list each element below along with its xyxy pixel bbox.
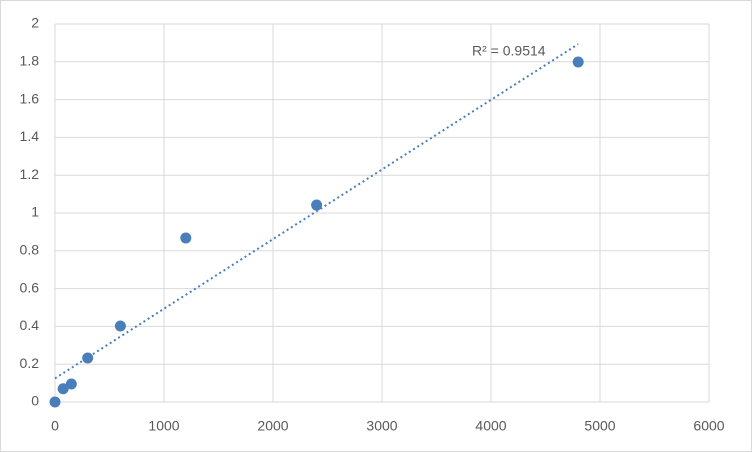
point <box>180 232 192 244</box>
x-tick-label: 5000 <box>584 418 615 434</box>
y-tick-label: 1.8 <box>20 53 40 69</box>
y-tick-label: 1.2 <box>20 166 40 182</box>
y-tick-label: 0.4 <box>20 317 40 333</box>
y-tick-label: 1 <box>31 204 39 220</box>
x-tick-label: 2000 <box>257 418 288 434</box>
point <box>49 396 61 408</box>
y-tick-label: 1.4 <box>20 128 40 144</box>
y-tick-label: 0.6 <box>20 279 40 295</box>
point <box>572 56 584 68</box>
x-tick-label: 4000 <box>475 418 506 434</box>
point <box>65 378 77 390</box>
point <box>114 320 126 332</box>
y-tick-label: 1.6 <box>20 90 40 106</box>
x-tick-label: 1000 <box>148 418 179 434</box>
point <box>311 199 323 211</box>
x-tick-label: 3000 <box>366 418 397 434</box>
x-tick-label: 0 <box>51 418 59 434</box>
point <box>57 383 69 395</box>
annotation: R² = 0.9514 <box>472 43 546 59</box>
y-tick-label: 0.2 <box>20 355 40 371</box>
y-tick-label: 2 <box>31 15 39 31</box>
x-tick-label: 6000 <box>693 418 724 434</box>
y-tick-label: 0.8 <box>20 242 40 258</box>
trendline <box>54 43 579 380</box>
y-tick-label: 0 <box>31 393 39 409</box>
point <box>82 352 94 364</box>
